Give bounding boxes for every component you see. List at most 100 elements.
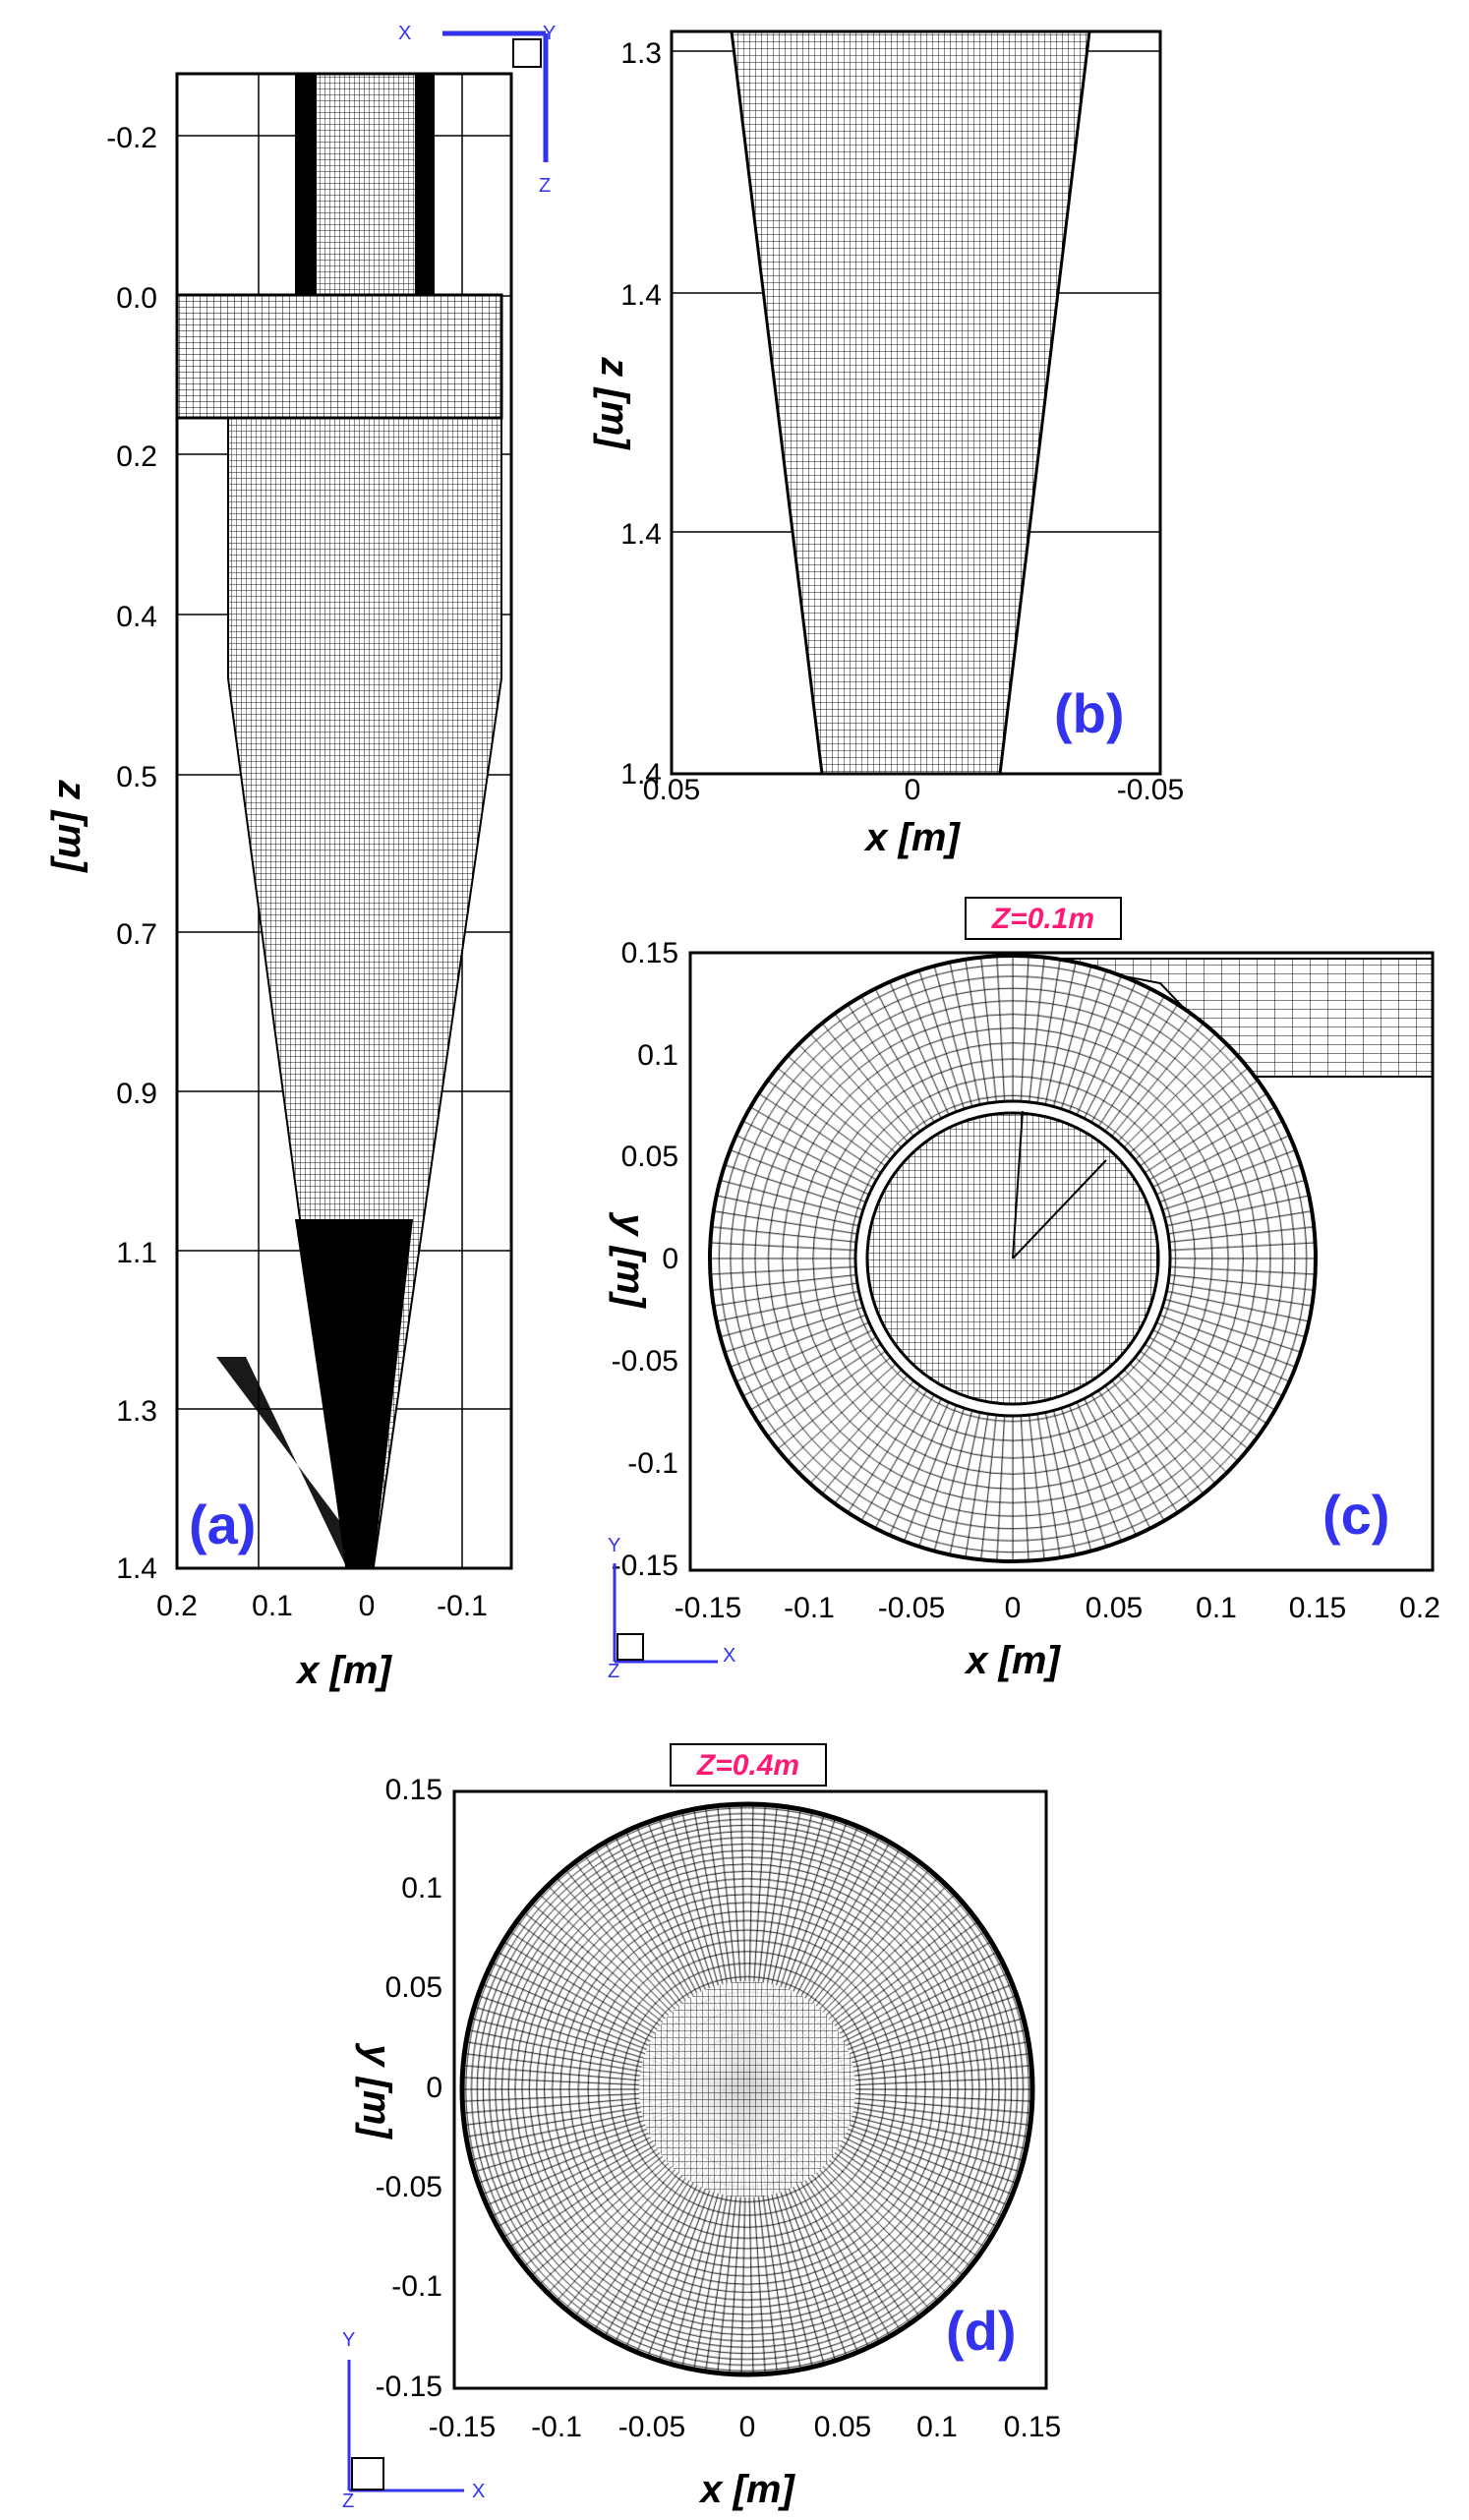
tick-label: 1.3 — [116, 1395, 157, 1428]
tick-label: 0.05 — [1086, 1592, 1143, 1624]
tick-label: 0.1 — [252, 1590, 293, 1622]
panel-b-letter: (b) — [1054, 682, 1125, 744]
panel-b-yticks: 1.3 1.4 1.4 1.4 — [620, 37, 662, 791]
tick-label: 0.05 — [814, 2411, 871, 2443]
tick-label: -0.05 — [1117, 774, 1184, 806]
panel-a-letter: (a) — [189, 1494, 256, 1555]
panel-a-axes-triad: X Y Z — [398, 23, 556, 197]
tick-label: -0.15 — [612, 1550, 678, 1582]
panel-c-section-box — [965, 897, 1122, 940]
tick-label: -0.15 — [429, 2411, 496, 2443]
tick-label: 0 — [359, 1590, 376, 1622]
panel-a-yticks: -0.2 0.0 0.2 0.4 0.5 0.7 0.9 1.1 1.3 1.4 — [106, 122, 157, 1585]
panel-d-section-box — [670, 1743, 827, 1787]
panel-b-mesh — [730, 31, 1091, 774]
panel-a: -0.2 0.0 0.2 0.4 0.5 0.7 0.9 1.1 1.3 1.4… — [50, 23, 556, 1692]
tick-label: -0.15 — [675, 1592, 741, 1624]
tick-label: 0.2 — [1399, 1592, 1440, 1624]
tick-label: 0.4 — [116, 601, 157, 633]
panel-c-xlabel: x [m] — [964, 1639, 1061, 1682]
triad-label: Y — [342, 2329, 355, 2351]
tick-label: -0.1 — [784, 1592, 835, 1624]
tick-label: 0.2 — [156, 1590, 198, 1622]
tick-label: 0.05 — [643, 774, 700, 806]
triad-label: Z — [342, 2491, 354, 2512]
panel-a-xticks: 0.2 0.1 0 -0.1 — [156, 1590, 488, 1622]
panel-a-frame — [175, 72, 513, 1570]
panel-b-ylabel: z [m] — [593, 356, 636, 450]
tick-label: -0.05 — [376, 2171, 442, 2203]
tangential-inlet — [1031, 958, 1433, 1078]
panel-d-letter: (d) — [946, 2300, 1017, 2362]
tick-label: 0.7 — [116, 918, 157, 951]
tick-label: 0.1 — [916, 2411, 958, 2443]
tick-label: 1.1 — [116, 1237, 157, 1269]
tick-label: 0.5 — [116, 761, 157, 793]
triad-label: Z — [608, 1661, 619, 1682]
cone-section — [730, 31, 1091, 774]
panel-d-xticks: -0.15 -0.1 -0.05 0 0.05 0.1 0.15 — [429, 2411, 1061, 2443]
tick-label: 0.0 — [116, 282, 157, 315]
tick-label: -0.05 — [618, 2411, 685, 2443]
tick-label: 0.1 — [637, 1039, 678, 1072]
tick-label: 0 — [426, 2072, 442, 2104]
tick-label: 0.15 — [1004, 2411, 1061, 2443]
tick-label: -0.05 — [878, 1592, 945, 1624]
tick-label: 0 — [905, 774, 921, 806]
panel-b-frame — [670, 29, 1162, 776]
panel-d-xlabel: x [m] — [698, 2468, 795, 2511]
triad-label: X — [398, 23, 411, 44]
inlet-region — [177, 293, 503, 420]
tick-label: 1.4 — [620, 279, 662, 312]
tick-label: 1.4 — [116, 1553, 157, 1585]
panel-b: 1.3 1.4 1.4 1.4 0.05 0 -0.05 x [m] z [m]… — [593, 29, 1184, 859]
panel-c-xticks: -0.15 -0.1 -0.05 0 0.05 0.1 0.15 0.2 — [675, 1592, 1440, 1624]
panel-c-yticks: 0.15 0.1 0.05 0 -0.05 -0.1 -0.15 — [612, 937, 678, 1582]
tick-label: -0.1 — [531, 2411, 582, 2443]
tick-label: -0.05 — [612, 1345, 678, 1377]
tick-label: -0.2 — [106, 122, 157, 154]
panel-d-yticks: 0.15 0.1 0.05 0 -0.05 -0.1 -0.15 — [376, 1774, 442, 2403]
panel-d-section-label: Z=0.4m — [696, 1749, 799, 1782]
tick-label: 0.15 — [621, 937, 678, 969]
tick-label: 0.15 — [385, 1774, 442, 1806]
tick-label: -0.15 — [376, 2371, 442, 2403]
panel-c-section-label: Z=0.1m — [991, 903, 1094, 935]
tick-label: 0.2 — [116, 440, 157, 473]
tick-label: 0 — [1005, 1592, 1022, 1624]
triad-label: Z — [539, 175, 551, 197]
panel-c-letter: (c) — [1322, 1484, 1389, 1546]
tick-label: -0.1 — [391, 2270, 442, 2303]
panel-a-mesh — [177, 74, 503, 1567]
tick-label: 1.4 — [620, 518, 662, 551]
panel-c-mesh — [708, 954, 1433, 1563]
panel-b-xlabel: x [m] — [863, 816, 961, 859]
panel-d-mesh — [459, 1801, 1035, 2377]
panel-a-ylabel: z [m] — [50, 779, 93, 873]
tick-label: 0.9 — [116, 1078, 157, 1110]
panel-a-xlabel: x [m] — [295, 1649, 392, 1692]
panel-d-frame — [452, 1789, 1048, 2390]
panel-c-ylabel: y [m] — [609, 1211, 652, 1309]
panel-c: Z=0.1m 0.15 0.1 0.05 0 -0.05 -0.1 -0.15 … — [608, 897, 1440, 1682]
tick-label: 0.05 — [621, 1141, 678, 1173]
panel-d-ylabel: y [m] — [355, 2042, 398, 2139]
tick-label: -0.1 — [437, 1590, 488, 1622]
tick-label: 0 — [739, 2411, 756, 2443]
panel-d: Z=0.4m 0.15 0.1 0.05 0 -0.05 -0.1 -0.15 … — [342, 1743, 1061, 2512]
tick-label: -0.1 — [627, 1447, 678, 1480]
triad-label: Y — [543, 23, 556, 44]
triad-label: X — [472, 2481, 485, 2502]
triad-label: Y — [608, 1535, 620, 1556]
triad-label: X — [723, 1645, 735, 1667]
tick-label: 0 — [662, 1243, 678, 1275]
tick-label: 0.1 — [401, 1872, 442, 1905]
panel-c-axes-triad: Y X Z — [608, 1535, 735, 1682]
tick-label: 0.15 — [1289, 1592, 1346, 1624]
tick-label: 0.1 — [1196, 1592, 1237, 1624]
tick-label: 1.4 — [620, 758, 662, 791]
panel-d-axes-triad: Y X Z — [342, 2329, 485, 2512]
tick-label: 0.05 — [385, 1971, 442, 2004]
panel-c-frame — [688, 951, 1435, 1572]
